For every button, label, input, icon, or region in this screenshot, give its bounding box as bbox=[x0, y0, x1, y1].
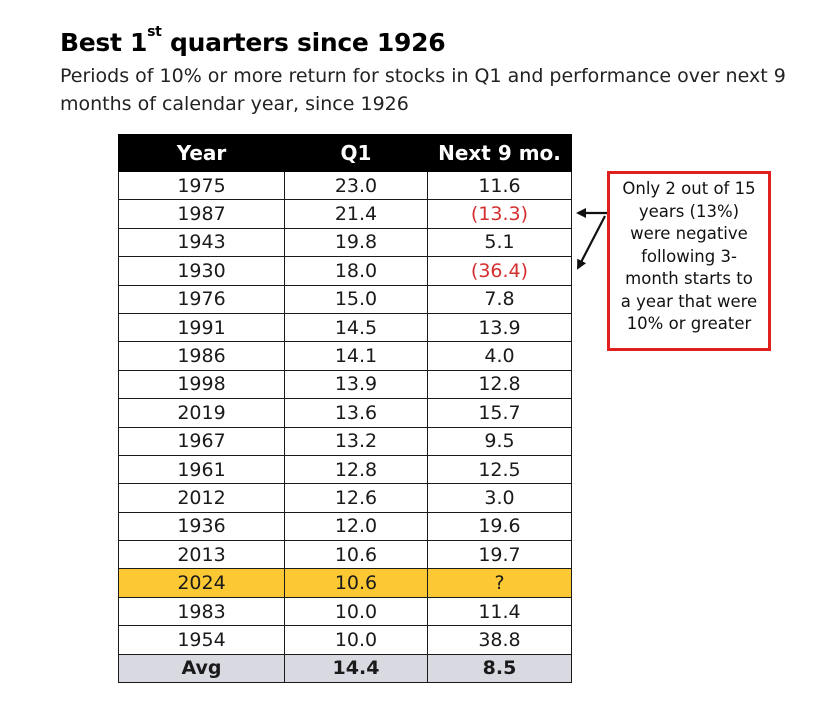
callout-line: 10% or greater bbox=[626, 314, 752, 333]
year-cell: 2012 bbox=[118, 483, 285, 513]
highlighted-row: 2024 10.6? bbox=[118, 568, 572, 598]
table-row: 2013 10.6 19.7 bbox=[118, 540, 572, 570]
table-body: 1975 23.0 11.6 1987 21.4 (13.3) 1943 19.8 5.1 193… bbox=[118, 170, 572, 684]
table-row: 1991 14.5 13.9 bbox=[118, 312, 572, 343]
q1-cell: 14.5 bbox=[284, 312, 428, 343]
year-cell: 1954 bbox=[118, 625, 285, 655]
returns-table: Year Q1 Next 9 mo. 1975 23.0 11.6 1987 21.4(… bbox=[118, 134, 572, 684]
year-cell: 1998 bbox=[118, 369, 285, 400]
next-9-months-cell: 4.0 bbox=[427, 341, 572, 371]
year-cell: 1976 bbox=[118, 284, 285, 314]
column-header-next-9-months: Next 9 mo. bbox=[427, 134, 572, 172]
q1-cell: 12.0 bbox=[284, 511, 428, 542]
q1-cell: 13.6 bbox=[284, 398, 428, 428]
callout-line: month starts to bbox=[625, 269, 753, 288]
q1-cell: 10.6 bbox=[284, 568, 428, 598]
callout-line: Only 2 out of 15 bbox=[622, 179, 756, 198]
table-header-row: Year Q1 Next 9 mo. bbox=[118, 134, 572, 172]
callout-box: Only 2 out of 15 years (13%) were negative… bbox=[607, 171, 771, 351]
q1-cell: 12.6 bbox=[284, 483, 428, 513]
title-superscript: st bbox=[147, 24, 162, 40]
table-row: 1998 13.9 12.8 bbox=[118, 369, 572, 400]
q1-cell: 14.4 bbox=[284, 653, 428, 684]
chart-subtitle: Periods of 10% or more return for stocks… bbox=[60, 65, 786, 115]
next-9-months-cell: 19.7 bbox=[427, 540, 572, 570]
next-9-months-cell: 11.6 bbox=[427, 170, 572, 201]
year-cell: 1967 bbox=[118, 426, 285, 456]
next-9-months-cell: 11.4 bbox=[427, 596, 572, 627]
next-9-months-cell: 38.8 bbox=[427, 625, 572, 655]
year-cell: 1961 bbox=[118, 454, 285, 485]
table-row: 1943 19.8 5.1 bbox=[118, 227, 572, 258]
year-cell: 1987 bbox=[118, 199, 285, 229]
chart-title: Best 1st quarters since 1926 bbox=[60, 25, 446, 57]
table-row: 1983 10.0 11.4 bbox=[118, 596, 572, 627]
column-header-year: Year bbox=[118, 134, 285, 172]
callout-line: were negative bbox=[630, 224, 748, 243]
q1-cell: 13.9 bbox=[284, 369, 428, 400]
year-cell: 1930 bbox=[118, 256, 285, 286]
table-row: 2019 13.6 15.7 bbox=[118, 398, 572, 428]
next-9-months-cell: (13.3) bbox=[427, 199, 572, 229]
year-cell: Avg bbox=[118, 653, 285, 684]
year-cell: 1991 bbox=[118, 312, 285, 343]
q1-cell: 15.0 bbox=[284, 284, 428, 314]
table-row: 1987 21.4 (13.3) bbox=[118, 199, 572, 229]
year-cell: 2024 bbox=[118, 568, 285, 598]
year-cell: 1986 bbox=[118, 341, 285, 371]
column-header-q1: Q1 bbox=[284, 134, 428, 172]
table-row: 1961 12.8 12.5 bbox=[118, 454, 572, 485]
table-row: 2012 12.6 3.0 bbox=[118, 483, 572, 513]
q1-cell: 13.2 bbox=[284, 426, 428, 456]
year-cell: 1943 bbox=[118, 227, 285, 258]
table-row: 1936 12.0 19.6 bbox=[118, 511, 572, 542]
next-9-months-cell: (36.4) bbox=[427, 256, 572, 286]
q1-cell: 10.0 bbox=[284, 596, 428, 627]
table-row: 1954 10.0 38.8 bbox=[118, 625, 572, 655]
next-9-months-cell: 12.8 bbox=[427, 369, 572, 400]
next-9-months-cell: 9.5 bbox=[427, 426, 572, 456]
title-rest: quarters since 1926 bbox=[161, 28, 446, 57]
q1-cell: 19.8 bbox=[284, 227, 428, 258]
next-9-months-cell: 19.6 bbox=[427, 511, 572, 542]
q1-cell: 18.0 bbox=[284, 256, 428, 286]
callout-line: years (13%) bbox=[638, 201, 740, 221]
title-main: Best 1 bbox=[60, 28, 148, 57]
callout-line: a year that were bbox=[620, 291, 758, 311]
next-9-months-cell: 8.5 bbox=[427, 653, 572, 684]
q1-cell: 21.4 bbox=[284, 199, 428, 229]
table-row: 1967 13.2 9.5 bbox=[118, 426, 572, 456]
q1-cell: 14.1 bbox=[284, 341, 428, 371]
next-9-months-cell: 12.5 bbox=[427, 454, 572, 485]
next-9-months-cell: ? bbox=[427, 568, 572, 598]
next-9-months-cell: 5.1 bbox=[427, 227, 572, 258]
table-row: 1986 14.1 4.0 bbox=[118, 341, 572, 371]
average-row: Avg 14.4 8.5 bbox=[118, 653, 572, 684]
q1-cell: 23.0 bbox=[284, 170, 428, 201]
next-9-months-cell: 13.9 bbox=[427, 312, 572, 343]
table-row: 1976 15.0 7.8 bbox=[118, 284, 572, 314]
next-9-months-cell: 3.0 bbox=[427, 483, 572, 513]
year-cell: 2013 bbox=[118, 540, 285, 570]
table-row: 1930 18.0 (36.4) bbox=[118, 256, 572, 286]
table-row: 1975 23.0 11.6 bbox=[118, 170, 572, 201]
year-cell: 1975 bbox=[118, 170, 285, 201]
callout-line: following 3- bbox=[641, 246, 737, 266]
year-cell: 2019 bbox=[118, 398, 285, 428]
q1-cell: 10.6 bbox=[284, 540, 428, 570]
q1-cell: 12.8 bbox=[284, 454, 428, 485]
year-cell: 1983 bbox=[118, 596, 285, 627]
year-cell: 1936 bbox=[118, 511, 285, 542]
next-9-months-cell: 15.7 bbox=[427, 398, 572, 428]
q1-cell: 10.0 bbox=[284, 625, 428, 655]
next-9-months-cell: 7.8 bbox=[427, 284, 572, 314]
arrow-to-1930 bbox=[577, 215, 606, 270]
